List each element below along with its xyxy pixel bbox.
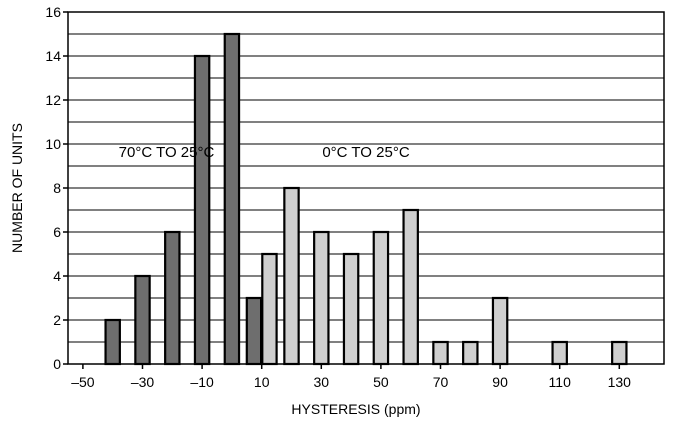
bar [611,340,628,366]
x-axis-title: HYSTERESIS (ppm) [291,401,420,417]
bar [432,340,449,366]
y-tick-label: 10 [45,136,61,152]
y-tick-label: 14 [45,48,61,64]
bar [372,230,390,366]
x-tick-label: –50 [71,374,95,390]
bar [134,274,151,366]
y-tick-label: 16 [45,4,61,20]
x-tick-label: 90 [492,374,508,390]
bar [313,230,330,366]
y-tick-label: 8 [53,180,61,196]
x-tick-label: 70 [433,374,449,390]
y-tick-label: 0 [53,356,61,372]
x-tick-label: 110 [549,374,572,390]
bar [104,318,121,366]
bar [402,208,419,366]
gridlines [68,33,664,343]
x-tick-label: –30 [131,374,155,390]
y-tick-label: 2 [53,312,61,328]
bar [245,296,263,366]
bar [164,230,181,366]
axis-ticks: –50 –30 –10 10 30 50 70 90 110 130 0 2 4 6 8 10 12 14 16 [45,4,631,390]
bar [551,340,568,366]
y-tick-label: 4 [53,268,61,284]
x-tick-label: 130 [608,374,632,390]
x-tick-label: 50 [373,374,389,390]
bar [223,32,241,366]
x-tick-label: –10 [190,374,214,390]
bar [283,186,300,366]
series-label-0c-to-25c: 0°C TO 25°C [322,144,409,161]
x-tick-label: 30 [314,374,330,390]
bar [491,296,509,366]
bars [104,32,628,366]
y-tick-label: 12 [45,92,61,108]
bar [462,340,479,366]
x-tick-label: 10 [254,374,270,390]
y-axis-title: NUMBER OF UNITS [9,123,25,253]
bar [193,54,211,366]
bar [342,252,360,366]
series-label-70c-to-25c: 70°C TO 25°C [119,144,215,161]
bar [261,252,278,366]
y-tick-label: 6 [53,224,61,240]
